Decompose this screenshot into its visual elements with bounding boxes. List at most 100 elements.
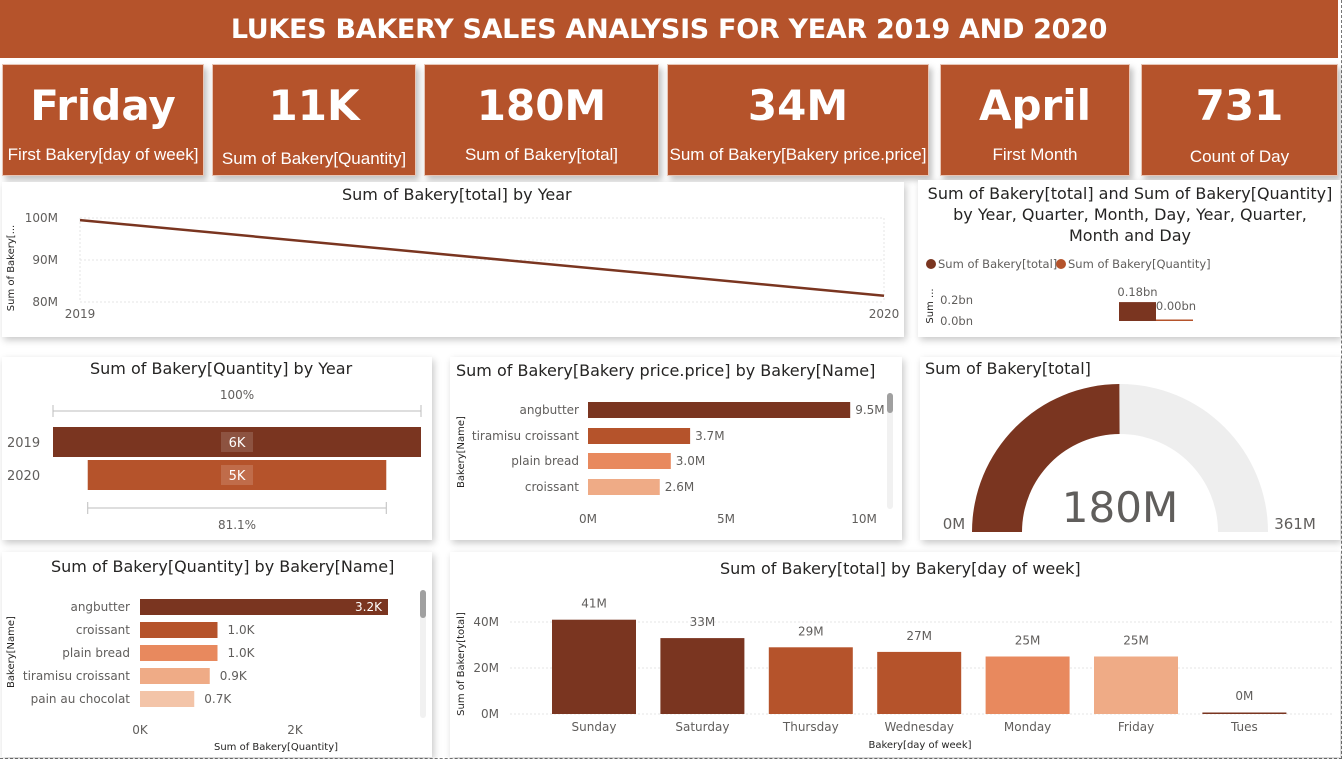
- funnel-label-bg: [221, 432, 253, 452]
- data-label: 3.7M: [695, 429, 724, 443]
- kpi-value: 11K: [268, 81, 360, 130]
- scrollbar-thumb[interactable]: [887, 393, 893, 413]
- x-tick-label: Wednesday: [884, 720, 953, 734]
- y-tick-label: 0.0bn: [940, 314, 973, 328]
- gauge-min-label: 0M: [943, 515, 966, 533]
- bar-tues: [1202, 712, 1287, 714]
- kpi-label: Count of Day: [1189, 147, 1290, 166]
- x-axis-title: Sum of Bakery[Quantity]: [214, 742, 338, 753]
- funnel-bar-label: 5K: [229, 469, 246, 484]
- chart-title: Sum of Bakery[total] by Bakery[day of we…: [720, 559, 1081, 578]
- bar-total: [1119, 302, 1156, 321]
- category-label: croissant: [525, 480, 579, 494]
- chart-quantity-by-name[interactable]: Sum of Bakery[Quantity] by Bakery[Name] …: [2, 552, 432, 757]
- report-header: LUKES BAKERY SALES ANALYSIS FOR YEAR 201…: [0, 0, 1338, 58]
- funnel-label-bg: [221, 465, 253, 485]
- kpi-value: Friday: [30, 81, 176, 130]
- x-tick-label: Saturday: [675, 720, 729, 734]
- kpi-card-quantity[interactable]: 11K Sum of Bakery[Quantity]: [212, 64, 416, 176]
- legend-label-quantity: Sum of Bakery[Quantity]: [1068, 257, 1211, 271]
- bar-saturday: [660, 638, 745, 714]
- bar-angbutter: [588, 402, 851, 418]
- x-tick-label: Thursday: [782, 720, 839, 734]
- kpi-card-count-day[interactable]: 731 Count of Day: [1141, 64, 1338, 176]
- data-label: 0.9K: [220, 669, 248, 683]
- chart-title: Sum of Bakery[total]: [925, 359, 1091, 378]
- funnel-bottom-percent: 81.1%: [218, 518, 256, 532]
- category-label: tiramisu croissant: [472, 429, 579, 443]
- x-tick-label: 2020: [869, 307, 900, 321]
- chart-title: Sum of Bakery[Quantity] by Bakery[Name]: [51, 557, 395, 576]
- chart-total-gauge[interactable]: Sum of Bakery[total] 0M 361M 180M: [920, 357, 1340, 540]
- funnel-bar-label: 6K: [229, 436, 246, 451]
- chart-total-quantity-hierarchy[interactable]: Sum of Bakery[total] and Sum of Bakery[Q…: [918, 180, 1340, 337]
- y-tick-label: 90M: [32, 253, 58, 267]
- bar-croissant: [140, 622, 218, 638]
- quantity-bar-chart-svg: Bakery[Name] Sum of Bakery[Quantity] ang…: [6, 599, 388, 753]
- data-label: 1.0K: [228, 646, 256, 660]
- kpi-card-first-month[interactable]: April First Month: [940, 64, 1130, 176]
- data-label: 25M: [1015, 634, 1041, 648]
- legend-marker-total: [926, 259, 936, 269]
- bar-croissant: [588, 479, 660, 495]
- y-axis-title: Sum of Bakery[total]: [456, 612, 467, 716]
- bar-quantity: [1156, 319, 1193, 321]
- chart-title: Sum of Bakery[Bakery price.price] by Bak…: [456, 361, 876, 380]
- y-tick-label: 40M: [473, 615, 499, 629]
- x-tick-label: Sunday: [572, 720, 617, 734]
- category-label: plain bread: [62, 646, 130, 660]
- x-tick-label: 2019: [65, 307, 96, 321]
- x-tick-label: 0K: [132, 723, 149, 737]
- kpi-label: Sum of Bakery[total]: [464, 145, 619, 164]
- data-label: 29M: [798, 624, 824, 638]
- bar-pain-au-chocolat: [140, 691, 195, 707]
- bar-plain-bread: [588, 453, 671, 469]
- x-tick-label: 0M: [579, 512, 597, 526]
- data-label: 3.2K: [355, 600, 383, 614]
- scrollbar-track[interactable]: [887, 393, 893, 509]
- funnel-category-label: 2020: [7, 469, 40, 484]
- bar-monday: [985, 656, 1070, 714]
- kpi-label: First Bakery[day of week]: [7, 145, 199, 164]
- kpi-value: 180M: [476, 81, 607, 130]
- legend-label-total: Sum of Bakery[total]: [938, 257, 1057, 271]
- chart-quantity-by-year[interactable]: Sum of Bakery[Quantity] by Year 100% 81.…: [2, 357, 432, 540]
- data-label: 25M: [1123, 634, 1149, 648]
- data-label: 9.5M: [855, 403, 884, 417]
- scrollbar-thumb[interactable]: [420, 590, 426, 618]
- x-tick-label: 2K: [287, 723, 304, 737]
- funnel-category-label: 2019: [7, 436, 40, 451]
- y-tick-label: 80M: [32, 295, 58, 309]
- category-label: angbutter: [519, 403, 579, 417]
- kpi-card-total[interactable]: 180M Sum of Bakery[total]: [424, 64, 659, 176]
- data-label-total: 0.18bn: [1117, 285, 1157, 299]
- category-label: angbutter: [70, 600, 130, 614]
- data-label: 41M: [581, 597, 607, 611]
- y-axis-title: Sum ...: [925, 288, 936, 323]
- data-label: 2.6M: [665, 480, 694, 494]
- bar-friday: [1094, 656, 1178, 714]
- funnel-bar-2020: [87, 460, 387, 490]
- kpi-card-first-day[interactable]: Friday First Bakery[day of week]: [2, 64, 204, 176]
- gauge-svg: 0M 361M 180M: [943, 383, 1316, 533]
- y-tick-label: 0M: [481, 707, 499, 721]
- bar-tiramisu-croissant: [588, 428, 691, 444]
- series-line-total: [79, 218, 885, 297]
- chart-total-by-day-of-week[interactable]: Sum of Bakery[total] by Bakery[day of we…: [450, 552, 1340, 757]
- y-axis-title: Bakery[Name]: [456, 416, 467, 488]
- y-tick-label: 100M: [25, 211, 58, 225]
- scrollbar-track[interactable]: [420, 590, 426, 718]
- category-label: tiramisu croissant: [23, 669, 130, 683]
- chart-price-by-name[interactable]: Sum of Bakery[Bakery price.price] by Bak…: [450, 357, 902, 540]
- chart-total-by-year[interactable]: Sum of Bakery[total] by Year Sum of Bake…: [2, 182, 904, 337]
- kpi-value: 731: [1195, 81, 1284, 130]
- kpi-card-price[interactable]: 34M Sum of Bakery[Bakery price.price]: [667, 64, 929, 176]
- x-tick-label: 5M: [717, 512, 735, 526]
- legend-marker-quantity: [1056, 259, 1066, 269]
- bar-angbutter: [140, 599, 388, 615]
- bar-tiramisu-croissant: [140, 668, 210, 684]
- data-label-quantity: 0.00bn: [1156, 299, 1196, 313]
- chart-title: Sum of Bakery[total] and Sum of Bakery[Q…: [927, 184, 1333, 245]
- line-chart-svg: Sum of Bakery[... 100M 90M 80M 2019 2020: [6, 211, 900, 321]
- data-label: 3.0M: [676, 454, 705, 468]
